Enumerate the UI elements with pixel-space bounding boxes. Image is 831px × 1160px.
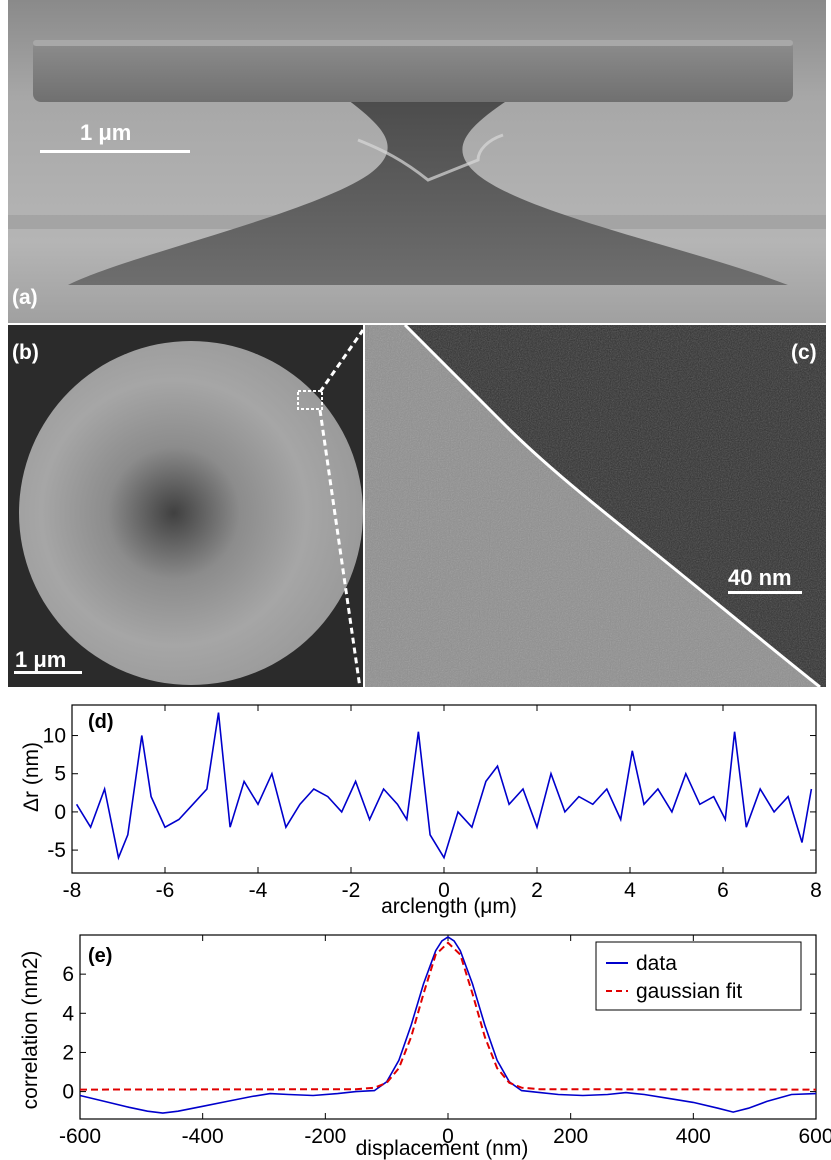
panel-b-sem-image: 1 μm (b) xyxy=(8,325,363,687)
pedestal xyxy=(68,100,788,285)
chart-e-series-gaussian-fit-line xyxy=(79,941,817,1091)
chart-d-ytick-label: 5 xyxy=(54,763,66,786)
panel-b-scale-label: 1 μm xyxy=(15,647,67,672)
chart-d-xtick-label: 4 xyxy=(624,879,636,902)
panel-b-label: (b) xyxy=(12,341,39,364)
chart-d-ytick-label: 0 xyxy=(54,801,66,824)
chart-e-ytick-label: 2 xyxy=(62,1041,74,1064)
chart-d-xtick-label: 8 xyxy=(810,879,822,902)
chart-e-xtick-label: 600 xyxy=(798,1125,831,1148)
chart-d-xtick-label: 6 xyxy=(717,879,729,902)
chart-e-ylabel: correlation (nm2) xyxy=(19,951,42,1110)
panel-b-image xyxy=(8,325,363,687)
chart-d-xtick-label: -2 xyxy=(342,879,361,902)
chart-d-xtick-label: 0 xyxy=(438,879,450,902)
chart-e-ytick-label: 4 xyxy=(62,1002,74,1025)
panel-c-label: (c) xyxy=(791,341,817,364)
chart-d-xtick-label: -6 xyxy=(156,879,175,902)
chart-e-series-data-line xyxy=(79,936,817,1114)
chart-e-xtick-label: 200 xyxy=(553,1125,588,1148)
chart-d-xlabel: arclength (μm) xyxy=(381,895,517,918)
panel-c-sem-image: 40 nm (c) xyxy=(365,325,826,687)
chart-d: -8 -6 -4 -2 0 2 4 6 8 -5 0 5 10 (d) arclength (μm) Δ… xyxy=(20,704,822,918)
zoom-lines xyxy=(0,0,831,700)
panel-a-label: (a) xyxy=(12,286,38,309)
chart-d-axes-frame xyxy=(71,704,817,874)
panel-a-sem-image: 1 μm (a) xyxy=(8,0,826,323)
chart-d-ytick-label: 10 xyxy=(43,725,66,748)
panel-a-scale-label: 1 μm xyxy=(80,120,132,145)
chart-e-xtick-label: -400 xyxy=(182,1125,224,1148)
legend-label-gaussian-fit: gaussian fit xyxy=(636,980,742,1003)
panel-a-scalebar xyxy=(40,150,190,153)
chart-e-xlabel: displacement (nm) xyxy=(356,1137,529,1160)
chart-e-xtick-label: -200 xyxy=(304,1125,346,1148)
chart-e-xtick-label: 400 xyxy=(676,1125,711,1148)
panel-c-image xyxy=(365,325,826,687)
chart-d-ylabel: Δr (nm) xyxy=(20,742,43,812)
disk-top-view xyxy=(19,341,363,685)
chart-e-xtick-label: -600 xyxy=(59,1125,101,1148)
legend-label-data: data xyxy=(636,952,677,975)
chart-d-panel-label: (d) xyxy=(88,711,114,733)
chart-d-ytick-label: -5 xyxy=(47,839,66,862)
chart-d-xtick-label: 2 xyxy=(531,879,543,902)
chart-e-xtick-label: 0 xyxy=(442,1125,454,1148)
chart-d-xtick-label: -4 xyxy=(249,879,268,902)
chart-e-panel-label: (e) xyxy=(88,945,112,967)
chart-e-ytick-label: 0 xyxy=(62,1081,74,1104)
panel-b-scalebar xyxy=(14,671,82,674)
chart-e-legend: data gaussian fit xyxy=(595,941,802,1011)
zoom-box xyxy=(297,390,323,410)
panel-a-image xyxy=(8,0,826,323)
chart-e-ytick-label: 6 xyxy=(62,963,74,986)
panel-c-scale-label: 40 nm xyxy=(728,565,792,590)
chart-d-xtick-label: -8 xyxy=(63,879,82,902)
chart-d-series-0-line xyxy=(75,712,813,861)
panel-c-scalebar xyxy=(728,591,802,594)
edge-trace xyxy=(403,325,821,687)
microdisk xyxy=(33,40,793,102)
chart-e: -600 -400 -200 0 200 400 600 0 2 4 6 (e) displacem… xyxy=(19,934,831,1160)
